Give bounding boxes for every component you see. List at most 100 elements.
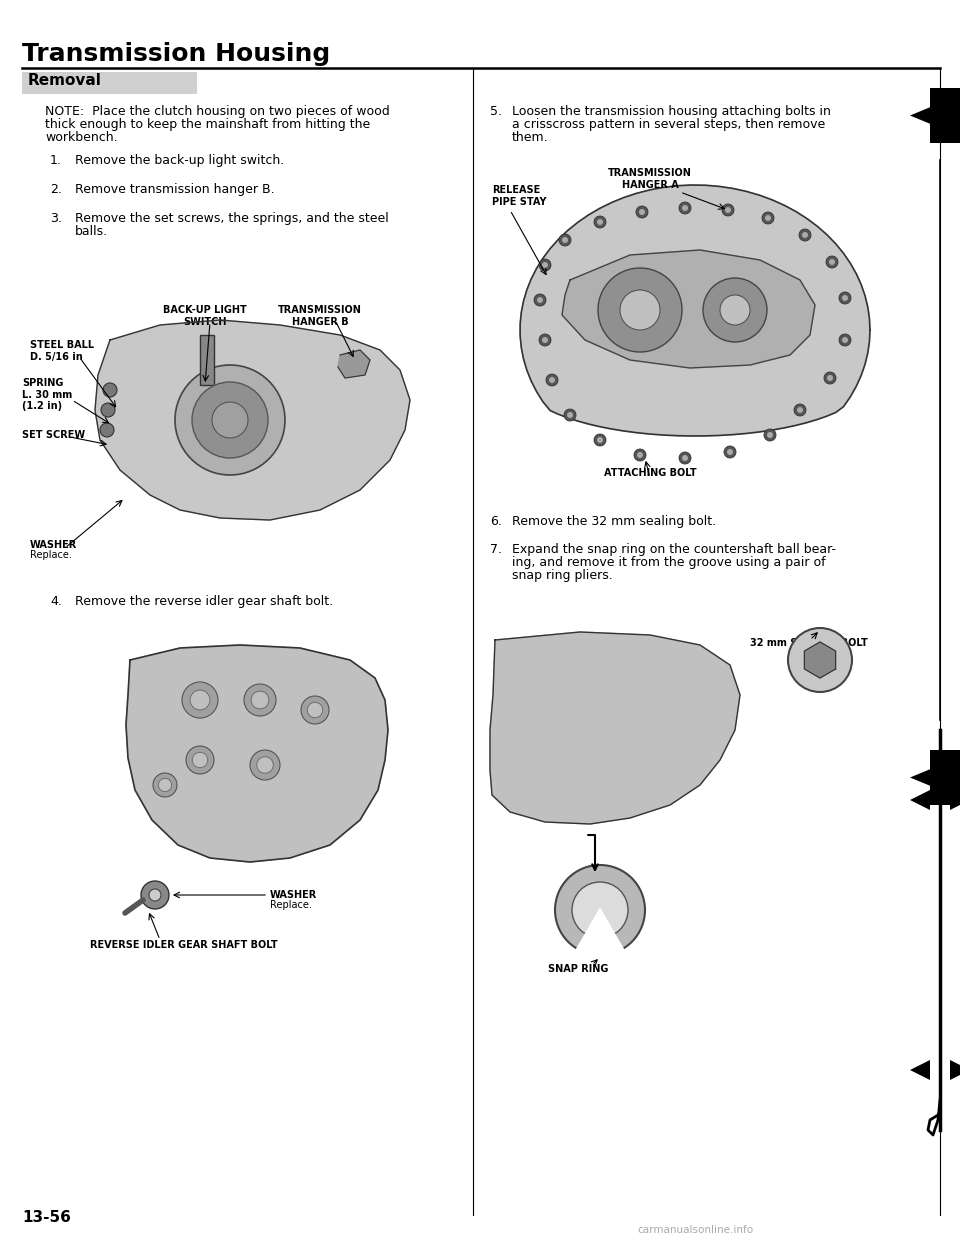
Circle shape: [141, 881, 169, 909]
Circle shape: [301, 696, 329, 724]
Polygon shape: [910, 790, 930, 810]
Circle shape: [101, 402, 115, 417]
Bar: [85, 630, 420, 960]
Circle shape: [190, 691, 210, 710]
Text: TRANSMISSION
HANGER B: TRANSMISSION HANGER B: [278, 306, 362, 327]
Text: WASHER: WASHER: [30, 540, 77, 550]
Text: SET SCREW: SET SCREW: [22, 430, 85, 440]
Text: NOTE:  Place the clutch housing on two pieces of wood: NOTE: Place the clutch housing on two pi…: [45, 106, 390, 118]
Circle shape: [562, 237, 568, 243]
Text: Remove the reverse idler gear shaft bolt.: Remove the reverse idler gear shaft bolt…: [75, 595, 333, 609]
Polygon shape: [562, 250, 815, 368]
Bar: [30, 301, 465, 580]
Circle shape: [567, 412, 573, 419]
FancyBboxPatch shape: [930, 750, 960, 805]
Circle shape: [192, 753, 207, 768]
Circle shape: [158, 779, 172, 791]
Circle shape: [572, 882, 628, 938]
Circle shape: [598, 268, 682, 351]
Circle shape: [788, 628, 852, 692]
Text: RELEASE
PIPE STAY: RELEASE PIPE STAY: [492, 185, 546, 206]
Text: 13-56: 13-56: [22, 1210, 71, 1225]
Polygon shape: [490, 632, 740, 823]
Polygon shape: [95, 320, 410, 520]
Circle shape: [597, 437, 603, 443]
Polygon shape: [338, 350, 370, 378]
Circle shape: [212, 402, 248, 438]
Text: BACK-UP LIGHT
SWITCH: BACK-UP LIGHT SWITCH: [163, 306, 247, 327]
Text: snap ring pliers.: snap ring pliers.: [512, 569, 612, 582]
Circle shape: [537, 297, 543, 303]
Text: Expand the snap ring on the countershaft ball bear-: Expand the snap ring on the countershaft…: [512, 543, 836, 556]
Text: workbench.: workbench.: [45, 130, 118, 144]
Circle shape: [679, 202, 691, 214]
Circle shape: [250, 750, 280, 780]
Circle shape: [564, 409, 576, 421]
Polygon shape: [910, 107, 930, 124]
Circle shape: [829, 260, 835, 265]
Circle shape: [722, 204, 734, 216]
Circle shape: [100, 424, 114, 437]
Polygon shape: [950, 790, 960, 810]
Circle shape: [824, 373, 836, 384]
Text: TRANSMISSION
HANGER A: TRANSMISSION HANGER A: [608, 168, 692, 190]
Circle shape: [539, 260, 551, 271]
Circle shape: [186, 746, 214, 774]
Circle shape: [637, 452, 643, 458]
Circle shape: [546, 374, 558, 386]
Circle shape: [839, 334, 851, 347]
Circle shape: [827, 375, 833, 381]
Circle shape: [679, 452, 691, 465]
Text: 6.: 6.: [490, 515, 502, 528]
Circle shape: [639, 209, 645, 215]
Text: ing, and remove it from the groove using a pair of: ing, and remove it from the groove using…: [512, 556, 826, 569]
Text: 1.: 1.: [50, 154, 61, 166]
Circle shape: [182, 682, 218, 718]
Text: ATTACHING BOLT: ATTACHING BOLT: [604, 468, 696, 478]
Circle shape: [636, 206, 648, 219]
Circle shape: [149, 889, 161, 900]
Bar: [22, 72, 197, 94]
Text: carmanualsonline.info: carmanualsonline.info: [636, 1225, 753, 1235]
Text: them.: them.: [512, 130, 548, 144]
Circle shape: [826, 256, 838, 268]
Circle shape: [256, 756, 274, 774]
Text: 32 mm SEALING BOLT: 32 mm SEALING BOLT: [750, 638, 868, 648]
Circle shape: [594, 433, 606, 446]
Circle shape: [720, 296, 750, 325]
Text: thick enough to keep the mainshaft from hitting the: thick enough to keep the mainshaft from …: [45, 118, 371, 130]
Circle shape: [103, 383, 117, 397]
Circle shape: [764, 428, 776, 441]
Text: balls.: balls.: [75, 225, 108, 238]
Polygon shape: [910, 1059, 930, 1081]
Circle shape: [842, 296, 848, 301]
Circle shape: [682, 205, 688, 211]
Polygon shape: [950, 1059, 960, 1081]
Circle shape: [539, 334, 551, 347]
Polygon shape: [520, 185, 870, 436]
Circle shape: [727, 450, 733, 455]
Text: Replace.: Replace.: [30, 550, 72, 560]
Circle shape: [802, 232, 808, 238]
Circle shape: [153, 773, 177, 797]
Text: Remove the 32 mm sealing bolt.: Remove the 32 mm sealing bolt.: [512, 515, 716, 528]
Circle shape: [534, 294, 546, 306]
Circle shape: [192, 383, 268, 458]
Circle shape: [559, 233, 571, 246]
Circle shape: [620, 289, 660, 330]
Circle shape: [597, 219, 603, 225]
Circle shape: [762, 212, 774, 224]
Circle shape: [594, 216, 606, 229]
Circle shape: [703, 278, 767, 342]
Circle shape: [767, 432, 773, 438]
Text: REVERSE IDLER GEAR SHAFT BOLT: REVERSE IDLER GEAR SHAFT BOLT: [90, 940, 277, 950]
Circle shape: [555, 864, 645, 955]
Bar: [488, 620, 910, 1000]
Polygon shape: [804, 642, 835, 678]
Text: 5.: 5.: [490, 106, 502, 118]
Wedge shape: [577, 910, 623, 956]
Text: Replace.: Replace.: [270, 900, 312, 910]
Text: SNAP RING: SNAP RING: [548, 964, 609, 974]
Circle shape: [839, 292, 851, 304]
Bar: [488, 160, 910, 501]
